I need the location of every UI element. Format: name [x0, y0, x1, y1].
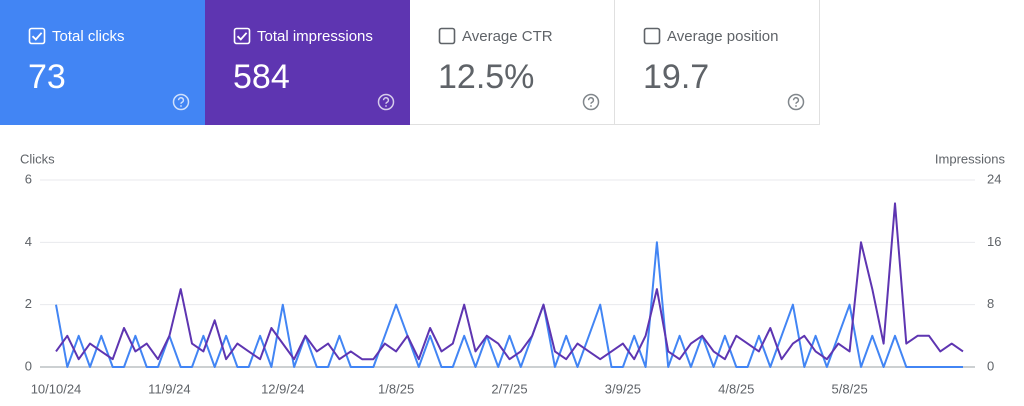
help-mark [177, 97, 185, 104]
checkbox[interactable] [233, 27, 251, 45]
x-tick-label: 1/8/25 [378, 381, 414, 396]
checkmark [236, 32, 248, 41]
checkbox[interactable] [438, 27, 456, 45]
metric-label: Average position [667, 28, 779, 45]
y-tick-label: 4 [25, 234, 32, 249]
metric-card[interactable]: Total impressions 584 [205, 0, 410, 125]
metric-cards: Total clicks 73 Total impressions 584 Averag… [0, 0, 820, 125]
checkmark [31, 32, 43, 41]
checkbox-box [438, 27, 456, 45]
help-circle [377, 93, 395, 111]
checkbox[interactable] [643, 27, 661, 45]
metric-label: Average CTR [462, 28, 553, 45]
metric-label: Total impressions [257, 28, 373, 45]
help-dot [795, 105, 797, 107]
help-icon[interactable] [787, 93, 805, 111]
metric-card[interactable]: Average CTR 12.5% [410, 0, 615, 125]
help-dot [590, 105, 592, 107]
help-circle [582, 93, 600, 111]
checkbox-box [233, 27, 251, 45]
help-icon[interactable] [582, 93, 600, 111]
help-circle [172, 93, 190, 111]
help-mark [587, 97, 595, 104]
help-icon[interactable] [377, 93, 395, 111]
y-tick-label: 2 [25, 296, 32, 311]
metric-label: Total clicks [52, 28, 125, 45]
y-tick-label: 0 [25, 358, 32, 373]
help-circle [787, 93, 805, 111]
x-tick-label: 5/8/25 [832, 381, 868, 396]
y-axis-title: Clicks [20, 151, 55, 166]
series-line [55, 202, 964, 361]
metric-card[interactable]: Average position 19.7 [615, 0, 820, 125]
x-tick-label: 4/8/25 [718, 381, 754, 396]
help-mark [382, 97, 390, 104]
y2-axis-title: Impressions [935, 151, 1006, 166]
x-tick-label: 3/9/25 [605, 381, 641, 396]
help-mark [792, 97, 800, 104]
y-tick-label: 6 [25, 171, 32, 186]
help-dot [180, 105, 182, 107]
metric-value: 12.5% [438, 58, 535, 96]
help-dot [385, 105, 387, 107]
y2-tick-label: 16 [987, 234, 1001, 249]
checkbox-box [28, 27, 46, 45]
metric-value: 584 [233, 58, 290, 96]
x-tick-label: 2/7/25 [491, 381, 527, 396]
y2-tick-label: 0 [987, 358, 994, 373]
help-icon[interactable] [172, 93, 190, 111]
y2-tick-label: 24 [987, 171, 1001, 186]
metric-card[interactable]: Total clicks 73 [0, 0, 205, 125]
x-tick-label: 12/9/24 [261, 381, 304, 396]
x-tick-label: 10/10/24 [31, 381, 82, 396]
metric-value: 19.7 [643, 58, 710, 96]
y2-tick-label: 8 [987, 296, 994, 311]
checkbox[interactable] [28, 27, 46, 45]
checkbox-box [643, 27, 661, 45]
metric-value: 73 [28, 58, 66, 96]
x-tick-label: 11/9/24 [148, 381, 190, 396]
